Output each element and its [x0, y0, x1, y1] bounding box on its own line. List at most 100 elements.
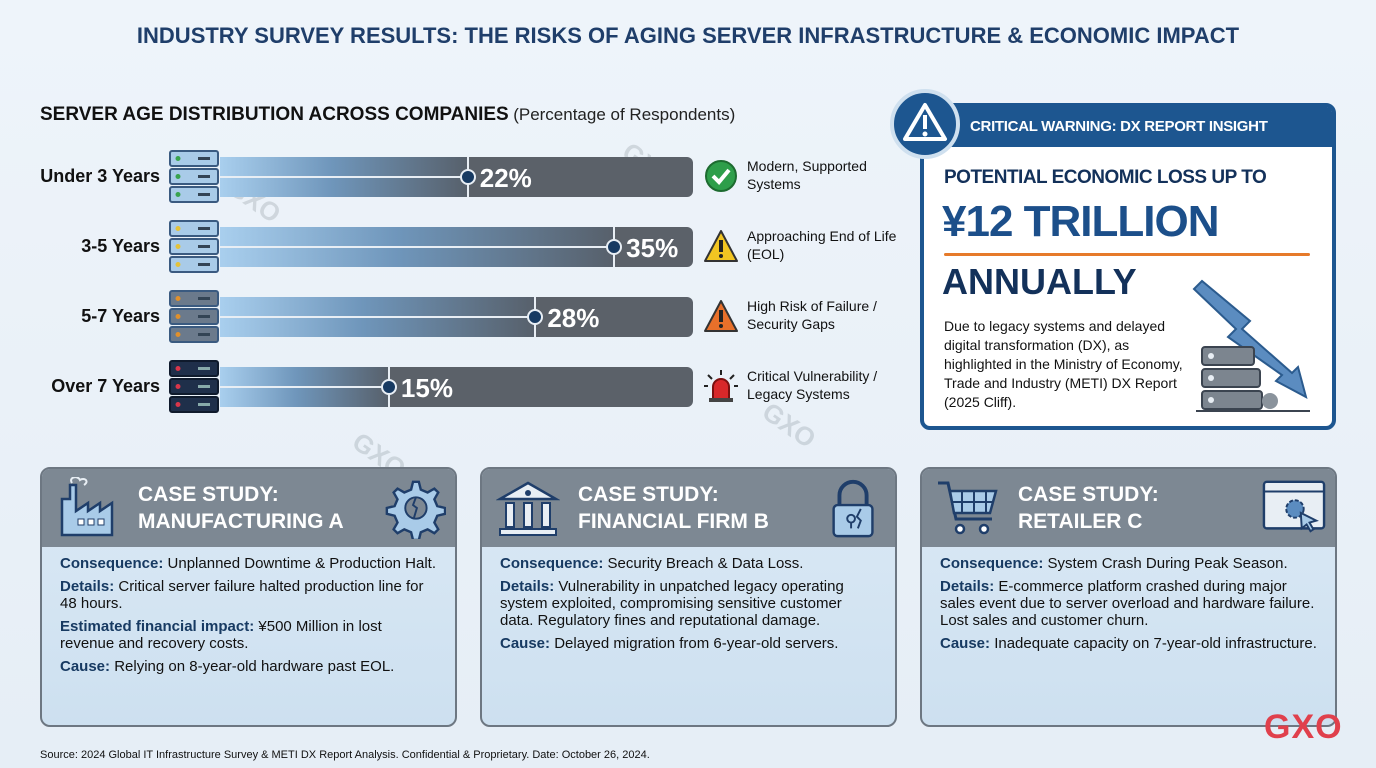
case-title-line2: FINANCIAL FIRM B	[578, 510, 769, 533]
server-rack-icon	[169, 150, 219, 203]
server-rack-icon	[169, 220, 219, 273]
warning-triangle-icon	[704, 230, 738, 262]
bar-line	[220, 386, 389, 388]
case-study-card: CASE STUDY: RETAILER C Consequence: Syste…	[920, 467, 1337, 727]
case-header: CASE STUDY: RETAILER C	[922, 469, 1335, 547]
chart-title: SERVER AGE DISTRIBUTION ACROSS COMPANIES…	[40, 104, 880, 126]
warning-triangle-icon	[903, 103, 947, 141]
case-item: Consequence: Security Breach & Data Loss…	[500, 555, 879, 572]
bar-marker	[527, 309, 544, 325]
case-title-line1: CASE STUDY:	[1018, 483, 1159, 506]
case-item: Details: E-commerce platform crashed dur…	[940, 578, 1319, 629]
case-title: CASE STUDY: FINANCIAL FIRM B	[578, 481, 813, 535]
case-item-label: Details:	[940, 578, 995, 595]
value-label: 22%	[479, 163, 532, 193]
warning-amount: ¥12 TRILLION	[942, 197, 1220, 246]
status-text: High Risk of Failure / Security Gaps	[747, 298, 877, 332]
bar-row: 5-7 Years 28% High Risk of Failure / Sec…	[0, 290, 900, 343]
bar-row: Over 7 Years 15% Critical Vulnerability …	[0, 360, 900, 413]
broken-lock-icon	[832, 479, 874, 538]
case-item-text: Inadequate capacity on 7-year-old infras…	[994, 635, 1317, 652]
shopping-cart-icon	[938, 481, 998, 535]
case-body: Consequence: Unplanned Downtime & Produc…	[42, 547, 455, 675]
case-item-text: Critical server failure halted productio…	[60, 578, 424, 612]
case-item-text: ¥500 Million in lost revenue and recover…	[60, 618, 382, 652]
bar-marker	[459, 169, 476, 185]
case-item-text: Unplanned Downtime & Production Halt.	[167, 555, 437, 572]
browser-gear-icon	[1262, 480, 1326, 533]
warning-body: Due to legacy systems and delayed digita…	[944, 318, 1183, 410]
case-title-line1: CASE STUDY:	[138, 483, 279, 506]
category-label: 5-7 Years	[81, 306, 160, 326]
status-text: Critical Vulnerability / Legacy Systems	[747, 368, 878, 402]
server-rack-icon	[169, 290, 219, 343]
case-title: CASE STUDY: RETAILER C	[1018, 481, 1253, 535]
value-label: 15%	[400, 373, 453, 403]
bar-track: 28%	[220, 297, 693, 337]
case-item-label: Consequence:	[60, 555, 164, 572]
case-item: Cause: Delayed migration from 6-year-old…	[500, 635, 879, 652]
category-label: Over 7 Years	[51, 376, 160, 396]
bar-track: 22%	[220, 157, 693, 197]
case-item-text: Relying on 8-year-old hardware past EOL.	[114, 658, 395, 675]
case-title-line2: RETAILER C	[1018, 510, 1143, 533]
case-title-line2: MANUFACTURING A	[138, 510, 344, 533]
value-label: 35%	[626, 233, 679, 263]
category-label: Under 3 Years	[40, 166, 160, 186]
bar-line	[220, 246, 615, 248]
warning-badge	[890, 89, 960, 159]
bar-track: 35%	[220, 227, 693, 267]
bar-line	[220, 316, 536, 318]
value-label: 28%	[547, 303, 600, 333]
case-item: Consequence: Unplanned Downtime & Produc…	[60, 555, 439, 572]
category-label: 3-5 Years	[81, 236, 160, 256]
case-item: Cause: Inadequate capacity on 7-year-old…	[940, 635, 1319, 652]
underline	[944, 253, 1310, 256]
crumbling-server-down-arrow-icon	[1192, 279, 1310, 412]
case-title: CASE STUDY: MANUFACTURING A	[138, 481, 373, 535]
gxo-logo: GXO	[1264, 708, 1343, 746]
server-rack-icon	[169, 360, 219, 413]
case-study-card: CASE STUDY: MANUFACTURING A Consequence: …	[40, 467, 457, 727]
bank-icon	[496, 481, 560, 536]
case-item-text: E-commerce platform crashed during major…	[940, 578, 1315, 629]
case-item-label: Consequence:	[500, 555, 604, 572]
case-item: Cause: Relying on 8-year-old hardware pa…	[60, 658, 439, 675]
warning-line3: ANNUALLY	[942, 261, 1137, 302]
status-text: Modern, Supported Systems	[747, 158, 867, 192]
case-body: Consequence: Security Breach & Data Loss…	[482, 547, 895, 652]
broken-gear-icon	[385, 480, 446, 539]
case-item-label: Estimated financial impact:	[60, 618, 255, 635]
bar-marker	[606, 239, 623, 255]
case-item: Estimated financial impact: ¥500 Million…	[60, 618, 439, 652]
case-item-text: Security Breach & Data Loss.	[607, 555, 804, 572]
bar-row: 3-5 Years 35% Approaching End of Life (E…	[0, 220, 900, 273]
warning-line1: POTENTIAL ECONOMIC LOSS UP TO	[944, 167, 1267, 188]
chart-title-text: SERVER AGE DISTRIBUTION ACROSS COMPANIES	[40, 104, 509, 125]
case-item: Consequence: System Crash During Peak Se…	[940, 555, 1319, 572]
bar-track: 15%	[220, 367, 693, 407]
factory-icon	[60, 477, 114, 537]
case-item-label: Cause:	[500, 635, 551, 652]
chart-subtitle: (Percentage of Respondents)	[513, 105, 736, 124]
siren-icon	[704, 370, 738, 402]
case-body: Consequence: System Crash During Peak Se…	[922, 547, 1335, 652]
warning-header: CRITICAL WARNING: DX REPORT INSIGHT	[924, 107, 1332, 147]
case-item-label: Consequence:	[940, 555, 1044, 572]
case-header: CASE STUDY: FINANCIAL FIRM B	[482, 469, 895, 547]
case-item-label: Details:	[500, 578, 555, 595]
case-item-label: Cause:	[60, 658, 111, 675]
case-item-text: Delayed migration from 6-year-old server…	[554, 635, 839, 652]
bar-marker	[380, 379, 397, 395]
case-item-text: Vulnerability in unpatched legacy operat…	[500, 578, 844, 629]
case-item-text: System Crash During Peak Season.	[1047, 555, 1288, 572]
bar-row: Under 3 Years 22% Modern, Supported Syst…	[0, 150, 900, 203]
case-item: Details: Critical server failure halted …	[60, 578, 439, 612]
case-title-line1: CASE STUDY:	[578, 483, 719, 506]
bar-line	[220, 176, 468, 178]
case-item-label: Details:	[60, 578, 115, 595]
warning-triangle-icon	[704, 300, 738, 332]
case-study-card: CASE STUDY: FINANCIAL FIRM B Consequence:…	[480, 467, 897, 727]
warning-panel: CRITICAL WARNING: DX REPORT INSIGHT POTE…	[920, 103, 1336, 430]
check-circle-icon	[705, 160, 737, 192]
